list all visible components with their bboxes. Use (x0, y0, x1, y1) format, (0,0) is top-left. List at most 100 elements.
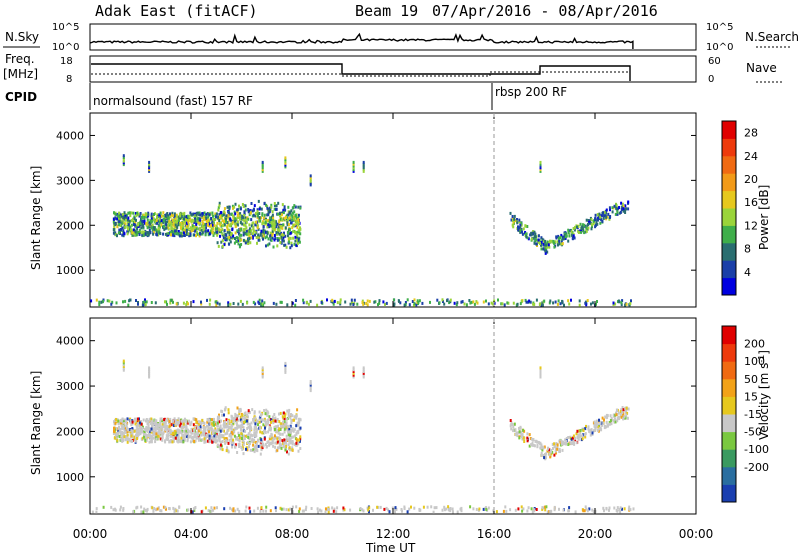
echo-cell (177, 418, 180, 422)
echo-cell (289, 246, 292, 250)
echo-cell (526, 225, 529, 228)
echo-cell (368, 510, 370, 514)
echo-cell (449, 507, 452, 510)
echo-cell (282, 411, 285, 415)
echo-cell (237, 212, 240, 216)
freq-unit: [MHz] (3, 67, 38, 81)
echo-cell (172, 439, 175, 443)
echo-cell (578, 299, 581, 303)
echo-cell (136, 212, 139, 215)
echo-cell (195, 227, 198, 231)
echo-cell (568, 506, 571, 510)
echo-cell (156, 228, 159, 232)
echo-cell (290, 241, 293, 245)
echo-cell (146, 507, 149, 511)
echo-cell (291, 215, 294, 218)
echo-cell (267, 440, 270, 444)
echo-cell (210, 229, 213, 233)
echo-cell (127, 218, 129, 222)
echo-cell (150, 212, 153, 216)
echo-cell (120, 213, 123, 217)
echo-cell (619, 210, 622, 214)
echo-cell (285, 437, 288, 441)
echo-cell (280, 507, 283, 511)
echo-cell (241, 222, 244, 226)
echo-cell (264, 442, 267, 446)
echo-cell (501, 302, 504, 306)
colorbar-swatch (722, 466, 736, 485)
echo-cell (219, 234, 221, 238)
echo-cell (284, 363, 287, 367)
echo-cell (261, 222, 264, 226)
echo-cell (227, 441, 230, 445)
echo-cell (230, 233, 233, 236)
echo-cell (254, 214, 257, 218)
echo-cell (316, 507, 319, 511)
echo-cell (309, 183, 312, 187)
echo-cell (362, 168, 365, 172)
echo-cell (176, 420, 179, 424)
echo-cell (180, 436, 183, 440)
echo-cell (298, 507, 301, 511)
colorbar-swatch (722, 260, 736, 279)
echo-cell (226, 228, 229, 232)
echo-cell (272, 421, 275, 425)
echo-cell (249, 448, 252, 452)
echo-cell (559, 302, 562, 306)
echo-cell (613, 204, 616, 208)
colorbar-tick-label: -15 (744, 408, 762, 421)
echo-cell (248, 227, 251, 231)
echo-cell (160, 219, 163, 223)
echo-cell (539, 162, 542, 166)
echo-cell (510, 218, 513, 222)
echo-cell (244, 218, 247, 222)
echo-cell (98, 300, 101, 304)
echo-cell (140, 428, 143, 432)
echo-cell (260, 207, 263, 211)
echo-cell (447, 505, 450, 509)
echo-cell (223, 220, 225, 223)
beam-label: Beam 19 (355, 2, 418, 20)
echo-cell (231, 508, 234, 512)
echo-cell (221, 413, 224, 417)
echo-cell (175, 229, 178, 233)
echo-cell (213, 423, 216, 427)
echo-cell (119, 433, 122, 437)
echo-cell (539, 169, 542, 173)
echo-cell (287, 223, 290, 227)
echo-cell (148, 366, 151, 370)
echo-cell (609, 419, 612, 422)
echo-cell (591, 225, 593, 228)
echo-cell (430, 505, 433, 509)
echo-cell (587, 427, 590, 431)
echo-cell (297, 218, 300, 221)
echo-cell (180, 215, 183, 219)
freq-label: Freq. (5, 52, 35, 66)
echo-cell (592, 222, 595, 226)
echo-cell (127, 227, 129, 231)
echo-cell (222, 234, 225, 238)
echo-cell (603, 210, 606, 214)
echo-cell (512, 301, 515, 305)
echo-cell (137, 423, 140, 427)
echo-cell (152, 217, 155, 221)
echo-cell (219, 228, 222, 232)
nave-trace (91, 71, 630, 77)
echo-cell (250, 426, 253, 430)
echo-cell (278, 427, 281, 431)
echo-cell (124, 427, 127, 431)
echo-cell (189, 226, 192, 230)
echo-cell (318, 508, 321, 512)
echo-cell (549, 455, 552, 459)
echo-cell (255, 236, 258, 239)
echo-cell (604, 415, 607, 419)
echo-cell (274, 506, 277, 510)
echo-cell (177, 436, 180, 440)
echo-cell (195, 234, 197, 238)
echo-cell (394, 510, 396, 514)
echo-cell (309, 387, 312, 391)
echo-cell (175, 509, 178, 513)
echo-cell (203, 440, 206, 444)
echo-cell (216, 421, 219, 425)
echo-cell (535, 298, 538, 302)
